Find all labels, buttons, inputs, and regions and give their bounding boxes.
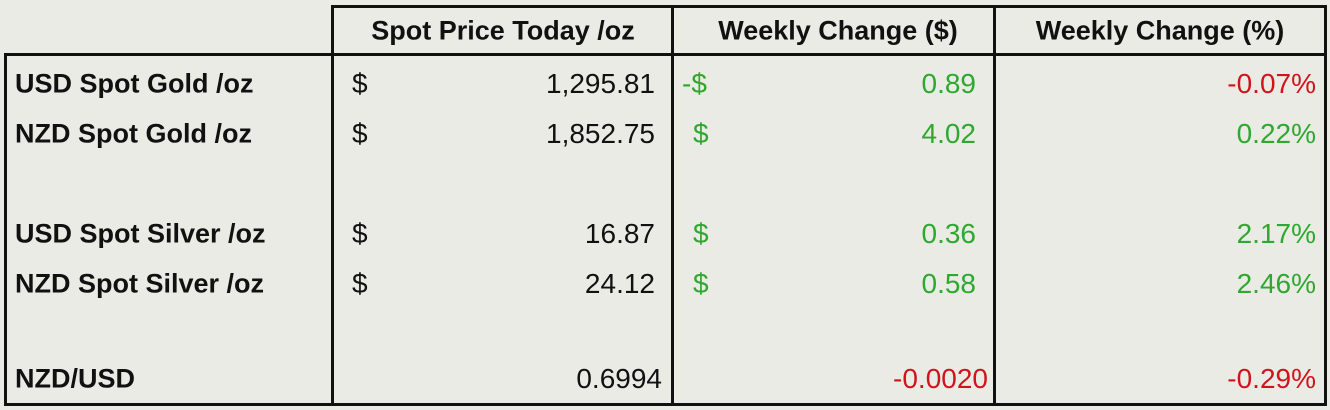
price: 1,852.75	[546, 118, 655, 149]
row-label: USD Spot Gold /oz	[15, 68, 254, 99]
weekly-change-pct: 0.22%	[1236, 118, 1316, 149]
row-label: USD Spot Silver /oz	[15, 218, 266, 249]
weekly-change: 4.02	[921, 118, 977, 149]
currency-symbol: $	[352, 68, 368, 99]
weekly-change: 0.36	[921, 218, 977, 249]
currency-symbol: $	[352, 118, 368, 149]
column-header: Weekly Change ($)	[718, 15, 958, 46]
row-label: NZD Spot Gold /oz	[15, 118, 252, 149]
border	[331, 5, 334, 406]
currency-symbol: -$	[682, 68, 707, 99]
border	[4, 403, 1327, 406]
price: 24.12	[584, 268, 655, 299]
border	[4, 53, 7, 406]
column-header: Spot Price Today /oz	[371, 15, 635, 46]
border	[1324, 5, 1327, 406]
border	[332, 5, 1327, 8]
price: 0.6994	[576, 363, 662, 394]
price: 16.87	[584, 218, 655, 249]
weekly-change-pct: -0.07%	[1227, 68, 1316, 99]
currency-symbol: $	[352, 268, 368, 299]
border	[4, 53, 1327, 56]
currency-symbol: $	[693, 268, 709, 299]
currency-symbol: $	[693, 118, 709, 149]
row-label: NZD/USD	[15, 363, 135, 394]
weekly-change: 0.58	[921, 268, 977, 299]
border	[671, 5, 674, 406]
border	[993, 5, 996, 406]
weekly-change-pct: -0.29%	[1227, 363, 1316, 394]
currency-symbol: $	[693, 218, 709, 249]
weekly-change: -0.0020	[893, 363, 988, 394]
weekly-change: 0.89	[921, 68, 977, 99]
row-label: NZD Spot Silver /oz	[15, 268, 265, 299]
currency-symbol: $	[352, 218, 368, 249]
column-header: Weekly Change (%)	[1035, 15, 1285, 46]
weekly-change-pct: 2.17%	[1236, 218, 1316, 249]
price: 1,295.81	[546, 68, 655, 99]
weekly-change-pct: 2.46%	[1236, 268, 1316, 299]
